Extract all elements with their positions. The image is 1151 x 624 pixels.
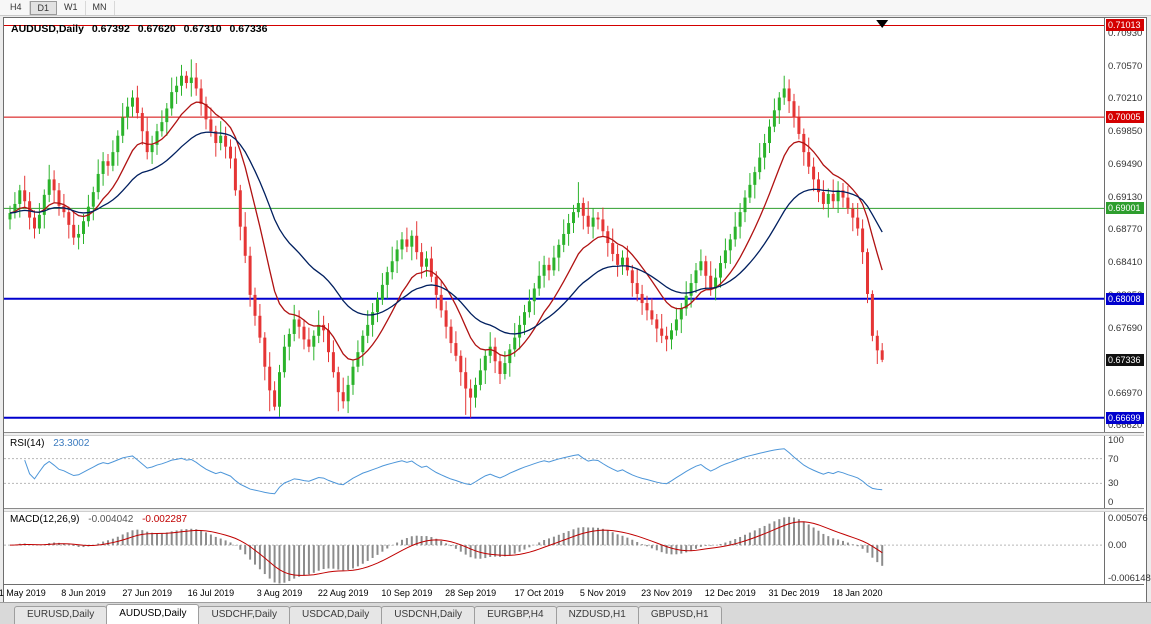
price-chart[interactable]: AUDUSD,Daily 0.67392 0.67620 0.67310 0.6… <box>4 18 1104 432</box>
time-axis-label: 17 Oct 2019 <box>514 588 564 598</box>
timeframe-toolbar: H4 D1 W1 MN <box>0 0 1151 16</box>
tab-nzdusd-h1[interactable]: NZDUSD,H1 <box>555 606 639 624</box>
ohlc-open: 0.67392 <box>91 23 130 35</box>
macd-axis-label: 0.005076 <box>1108 513 1148 524</box>
time-axis-label: 23 Nov 2019 <box>641 588 693 598</box>
time-axis[interactable]: 21 May 2019 8 Jun 2019 27 Jun 2019 16 Jul 2… <box>0 584 1144 602</box>
timeframe-button-h4[interactable]: H4 <box>3 0 30 15</box>
price-axis-label: 0.68410 <box>1108 257 1143 269</box>
chart-tab-bar: EURUSD,Daily AUDUSD,Daily USDCHF,Daily U… <box>0 602 1151 624</box>
rsi-value: 23.3002 <box>53 438 90 449</box>
time-axis-label: 18 Jan 2020 <box>832 588 883 598</box>
price-axis-label: 0.70930 <box>1108 28 1143 39</box>
price-tag: 0.71013 <box>1106 19 1144 32</box>
price-tag: 0.70005 <box>1106 111 1144 124</box>
tab-eurgbp-h4[interactable]: EURGBP,H4 <box>474 606 557 624</box>
chart-title: AUDUSD,Daily 0.67392 0.67620 0.67310 0.6… <box>11 23 273 35</box>
price-axis-label: 0.66620 <box>1108 419 1143 431</box>
rsi-axis-label: 30 <box>1108 478 1119 490</box>
macd-axis-label: 0.00 <box>1108 540 1127 552</box>
price-tag: 0.66699 <box>1106 411 1144 424</box>
chart-symbol-label: AUDUSD,Daily <box>11 23 84 35</box>
price-axis-label: 0.68770 <box>1108 224 1143 236</box>
price-tag: 0.67336 <box>1106 353 1144 366</box>
ohlc-low: 0.67310 <box>183 23 222 35</box>
price-axis-label: 0.69490 <box>1108 158 1143 170</box>
tab-gbpusd-h1[interactable]: GBPUSD,H1 <box>637 606 722 624</box>
tab-usdchf-daily[interactable]: USDCHF,Daily <box>198 606 291 624</box>
tab-audusd-daily[interactable]: AUDUSD,Daily <box>106 604 200 624</box>
panel-separator[interactable] <box>4 432 1144 436</box>
tab-eurusd-daily[interactable]: EURUSD,Daily <box>14 606 108 624</box>
timeframe-button-mn[interactable]: MN <box>86 0 115 15</box>
macd-panel[interactable]: MACD(12,26,9) -0.004042 -0.002287 <box>4 512 1104 584</box>
chart-shift-marker-icon <box>876 20 889 28</box>
time-axis-label: 22 Aug 2019 <box>317 588 369 598</box>
chart-window: AUDUSD,Daily 0.67392 0.67620 0.67310 0.6… <box>0 17 1151 603</box>
timeframe-button-d1[interactable]: D1 <box>29 0 58 15</box>
price-tag: 0.69001 <box>1106 202 1144 215</box>
macd-signal-value: -0.002287 <box>142 514 188 525</box>
rsi-panel[interactable]: RSI(14) 23.3002 <box>4 436 1104 508</box>
macd-label: MACD(12,26,9) <box>10 514 80 525</box>
macd-canvas <box>4 516 1104 584</box>
time-axis-label: 31 Dec 2019 <box>768 588 820 598</box>
tab-usdcad-daily[interactable]: USDCAD,Daily <box>289 606 383 624</box>
price-axis-label: 0.70570 <box>1108 60 1143 72</box>
time-axis-label: 10 Sep 2019 <box>381 588 433 598</box>
rsi-axis-label: 0 <box>1108 497 1114 508</box>
candlestick-canvas <box>4 20 1104 419</box>
time-axis-label: 3 Aug 2019 <box>256 588 303 598</box>
time-axis-label: 27 Jun 2019 <box>122 588 172 598</box>
price-axis-label: 0.69130 <box>1108 191 1143 203</box>
ohlc-high: 0.67620 <box>137 23 176 35</box>
rsi-axis-label: 70 <box>1108 453 1119 465</box>
timeframe-button-w1[interactable]: W1 <box>57 0 86 15</box>
price-axis-label: 0.67690 <box>1108 322 1143 334</box>
rsi-canvas <box>4 448 1104 495</box>
ohlc-close: 0.67336 <box>229 23 268 35</box>
price-axis[interactable]: 0.70930 0.70570 0.70210 0.69850 0.69490 0.691… <box>1104 18 1151 584</box>
macd-main-value: -0.004042 <box>88 514 134 525</box>
macd-title: MACD(12,26,9) -0.004042 -0.002287 <box>10 514 187 525</box>
price-axis-label: 0.69850 <box>1108 126 1143 138</box>
macd-axis-label: -0.006148 <box>1108 573 1151 584</box>
time-axis-label: 8 Jun 2019 <box>61 588 106 598</box>
time-axis-label: 5 Nov 2019 <box>579 588 626 598</box>
panel-separator[interactable] <box>4 508 1144 512</box>
time-axis-label: 21 May 2019 <box>0 588 46 598</box>
rsi-title: RSI(14) 23.3002 <box>10 438 89 449</box>
tab-usdcnh-daily[interactable]: USDCNH,Daily <box>381 606 476 624</box>
time-axis-label: 16 Jul 2019 <box>187 588 235 598</box>
time-axis-label: 28 Sep 2019 <box>445 588 497 598</box>
rsi-label: RSI(14) <box>10 438 45 449</box>
time-axis-label: 12 Dec 2019 <box>704 588 756 598</box>
price-tag: 0.68008 <box>1106 292 1144 305</box>
price-axis-label: 0.66970 <box>1108 388 1143 400</box>
rsi-axis-label: 100 <box>1108 435 1124 446</box>
price-axis-label: 0.70210 <box>1108 93 1143 105</box>
